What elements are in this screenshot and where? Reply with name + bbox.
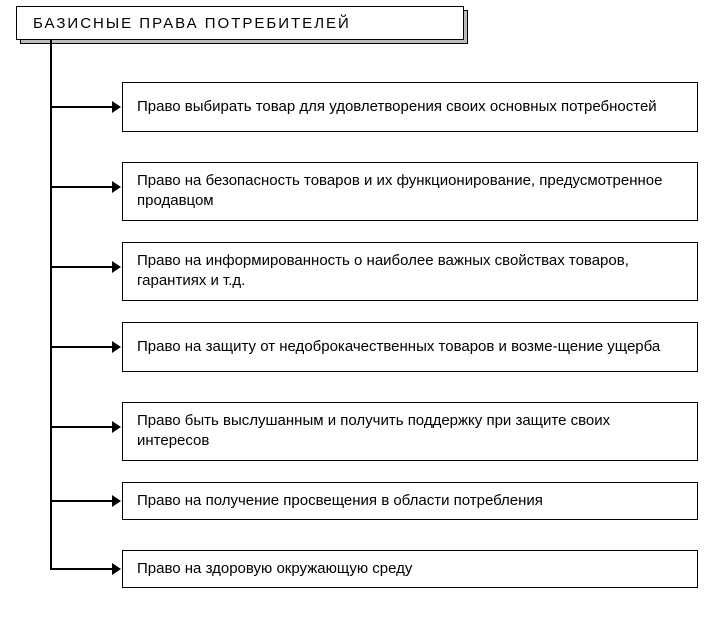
item-text: Право на получение просвещения в области… <box>137 491 543 511</box>
item-text: Право на защиту от недоброкачественных т… <box>137 337 660 357</box>
item-box: Право на здоровую окружающую среду <box>122 550 698 588</box>
item-text: Право на информированность о наиболее ва… <box>137 251 683 292</box>
item-text: Право на здоровую окружающую среду <box>137 559 412 579</box>
arrow-right-icon <box>112 101 121 113</box>
item-text: Право выбирать товар для удовлетворения … <box>137 97 657 117</box>
item-box: Право выбирать товар для удовлетворения … <box>122 82 698 132</box>
diagram-title-box: БАЗИСНЫЕ ПРАВА ПОТРЕБИТЕЛЕЙ <box>16 6 464 40</box>
arrow-right-icon <box>112 563 121 575</box>
item-box: Право на защиту от недоброкачественных т… <box>122 322 698 372</box>
item-box: Право на безопасность товаров и их функц… <box>122 162 698 221</box>
arrow-right-icon <box>112 181 121 193</box>
item-box: Право быть выслушанным и получить поддер… <box>122 402 698 461</box>
branch-line <box>50 186 112 188</box>
arrow-right-icon <box>112 421 121 433</box>
branch-line <box>50 500 112 502</box>
arrow-right-icon <box>112 341 121 353</box>
branch-line <box>50 568 112 570</box>
item-text: Право на безопасность товаров и их функц… <box>137 171 683 212</box>
item-text: Право быть выслушанным и получить поддер… <box>137 411 683 452</box>
arrow-right-icon <box>112 495 121 507</box>
item-box: Право на получение просвещения в области… <box>122 482 698 520</box>
diagram-canvas: БАЗИСНЫЕ ПРАВА ПОТРЕБИТЕЛЕЙ Право выбира… <box>0 0 720 642</box>
branch-line <box>50 346 112 348</box>
diagram-title: БАЗИСНЫЕ ПРАВА ПОТРЕБИТЕЛЕЙ <box>33 15 351 32</box>
branch-line <box>50 426 112 428</box>
trunk-line <box>50 40 52 570</box>
arrow-right-icon <box>112 261 121 273</box>
item-box: Право на информированность о наиболее ва… <box>122 242 698 301</box>
branch-line <box>50 106 112 108</box>
branch-line <box>50 266 112 268</box>
